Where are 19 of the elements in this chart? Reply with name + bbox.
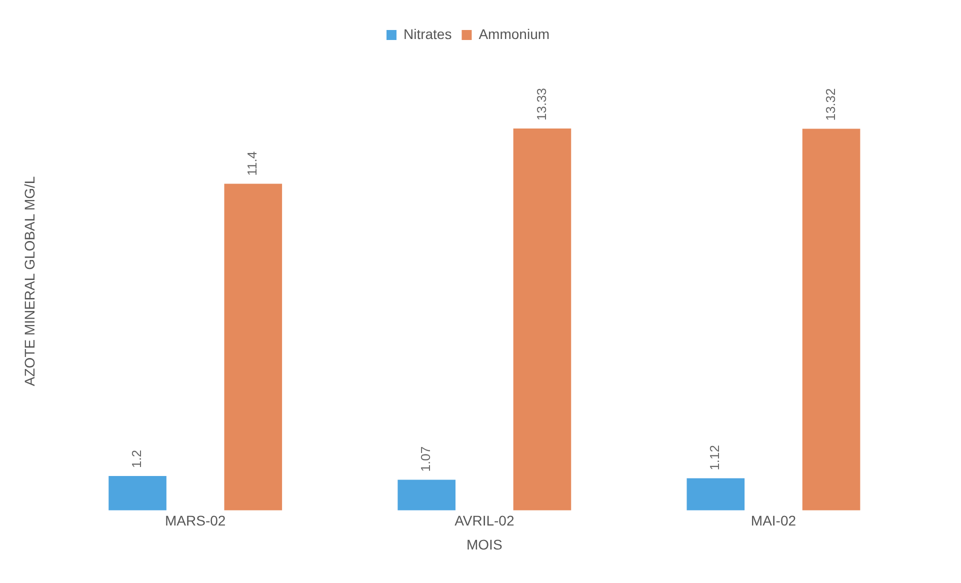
data-label: 13.32: [822, 88, 838, 121]
data-label: 11.4: [244, 151, 260, 176]
bar: [802, 128, 860, 510]
bar: [513, 128, 572, 510]
y-axis-title: AZOTE MINERAL GLOBAL MG/L: [21, 176, 38, 386]
x-tick-label: MARS-02: [164, 512, 226, 529]
bar: [108, 476, 166, 510]
data-label: 1.12: [707, 445, 722, 470]
data-label: 13.33: [534, 88, 549, 120]
data-label: 1.07: [418, 446, 434, 472]
legend-label: Ammonium: [478, 26, 550, 42]
x-tick-label: AVRIL-02: [454, 512, 514, 529]
legend-label: Nitrates: [403, 26, 452, 42]
bar: [398, 480, 456, 510]
x-tick-label: MAI-02: [750, 512, 796, 529]
data-label: 1.2: [129, 450, 144, 468]
x-axis-title: MOIS: [466, 536, 502, 552]
bar: [686, 478, 745, 510]
bar: [224, 184, 282, 510]
